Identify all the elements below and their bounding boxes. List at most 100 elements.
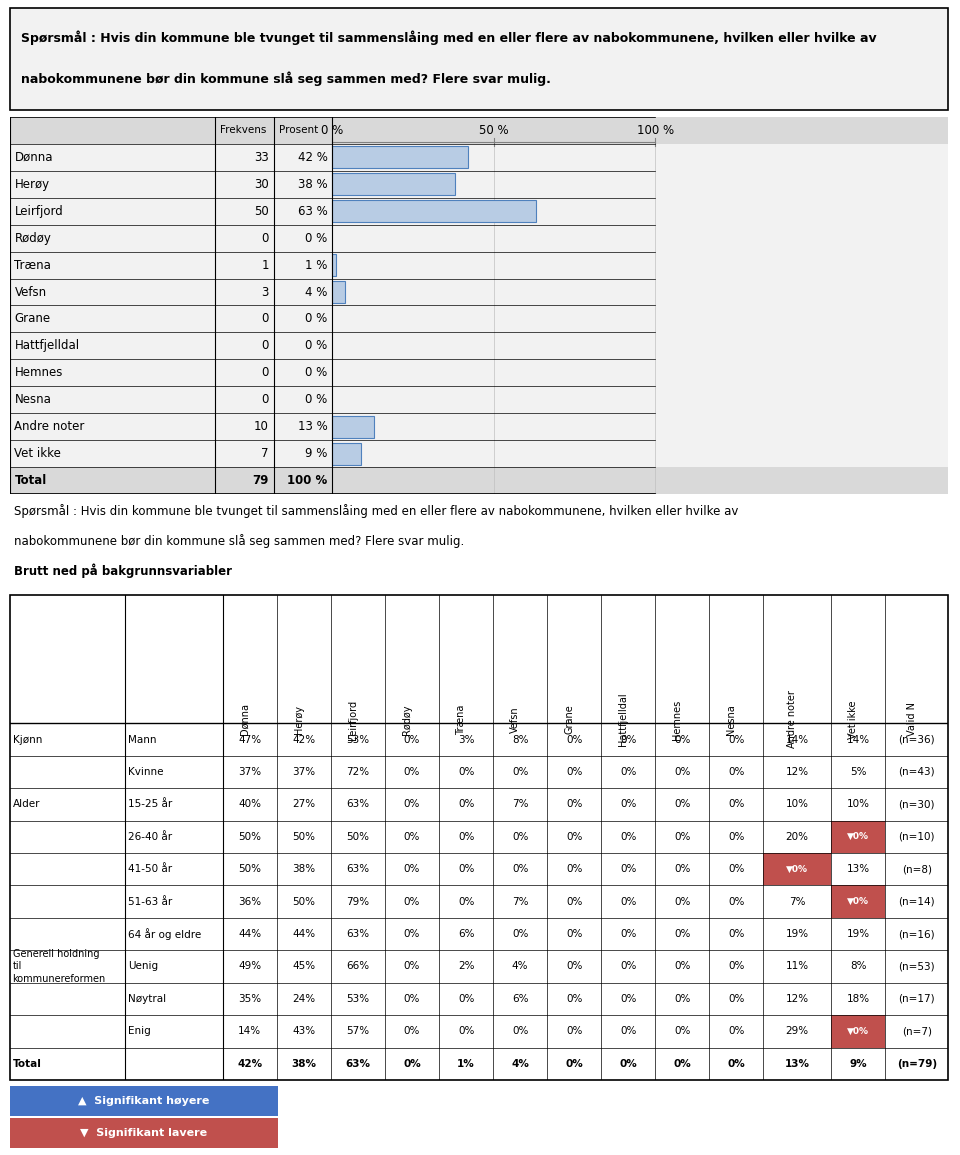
Text: Spørsmål : Hvis din kommune ble tvunget til sammenslåing med en eller flere av n: Spørsmål : Hvis din kommune ble tvunget … <box>21 30 876 45</box>
Text: Total: Total <box>14 475 47 487</box>
Text: 0%: 0% <box>404 767 420 777</box>
Text: Kjønn: Kjønn <box>12 735 42 745</box>
Text: 63%: 63% <box>346 1059 371 1068</box>
Text: Grane: Grane <box>14 313 51 326</box>
Text: 6%: 6% <box>458 929 474 939</box>
Text: 15-25 år: 15-25 år <box>128 799 172 810</box>
Text: 50%: 50% <box>238 864 261 874</box>
Text: (n=10): (n=10) <box>899 832 935 842</box>
Text: Prosent: Prosent <box>278 125 318 135</box>
Bar <box>332 147 468 167</box>
Text: 0%: 0% <box>674 929 690 939</box>
Text: 0%: 0% <box>512 929 528 939</box>
Text: 1 %: 1 % <box>305 259 327 271</box>
Text: (n=36): (n=36) <box>899 735 935 745</box>
Text: 79: 79 <box>252 475 269 487</box>
Text: 63%: 63% <box>347 864 370 874</box>
Text: 0%: 0% <box>620 735 636 745</box>
Text: Hemnes: Hemnes <box>14 366 62 380</box>
Text: 37%: 37% <box>238 767 261 777</box>
Bar <box>10 278 948 305</box>
Bar <box>10 359 948 387</box>
Text: Valid N: Valid N <box>907 702 917 737</box>
Text: 9%: 9% <box>850 1059 867 1068</box>
Text: Træna: Træna <box>14 259 52 271</box>
Text: 72%: 72% <box>347 767 370 777</box>
Text: 0: 0 <box>261 394 269 407</box>
Bar <box>10 1118 278 1148</box>
Text: 10%: 10% <box>785 799 808 810</box>
Bar <box>10 1087 278 1116</box>
Text: 57%: 57% <box>347 1027 370 1036</box>
Text: 1: 1 <box>261 259 269 271</box>
Text: 7%: 7% <box>512 799 528 810</box>
Text: ▼  Signifikant lavere: ▼ Signifikant lavere <box>81 1128 207 1138</box>
Text: 100 %: 100 % <box>636 124 674 136</box>
Text: 0%: 0% <box>674 735 690 745</box>
Text: 53%: 53% <box>347 994 370 1004</box>
Text: Alder: Alder <box>12 799 40 810</box>
Text: 35%: 35% <box>238 994 261 1004</box>
Text: ▲  Signifikant høyere: ▲ Signifikant høyere <box>79 1096 209 1106</box>
Text: 79%: 79% <box>347 896 370 907</box>
Text: Andre noter: Andre noter <box>787 691 797 748</box>
Bar <box>332 281 346 303</box>
Bar <box>831 1015 885 1048</box>
Text: 0%: 0% <box>620 994 636 1004</box>
Text: 0%: 0% <box>458 799 474 810</box>
Text: Generell holdning: Generell holdning <box>12 949 99 960</box>
Text: 42 %: 42 % <box>298 150 327 164</box>
Text: kommunereformen: kommunereformen <box>12 974 106 984</box>
Text: 0%: 0% <box>729 799 745 810</box>
Bar <box>332 254 336 276</box>
Text: 26-40 år: 26-40 år <box>128 832 172 842</box>
Text: Vefsn: Vefsn <box>14 285 47 298</box>
Text: 0: 0 <box>261 313 269 326</box>
Text: 0%: 0% <box>566 961 583 971</box>
Text: 0%: 0% <box>404 799 420 810</box>
Bar <box>10 951 948 983</box>
Text: Uenig: Uenig <box>128 961 158 971</box>
Bar <box>10 252 948 278</box>
Text: 0: 0 <box>261 366 269 380</box>
Text: 0%: 0% <box>566 896 583 907</box>
Text: 10: 10 <box>253 420 269 433</box>
Text: 0%: 0% <box>620 896 636 907</box>
Bar <box>831 820 885 854</box>
Text: 0%: 0% <box>729 994 745 1004</box>
Bar <box>10 723 948 755</box>
Text: 41-50 år: 41-50 år <box>128 864 172 874</box>
Text: 0%: 0% <box>674 1027 690 1036</box>
Bar <box>332 173 455 195</box>
Bar <box>10 387 948 413</box>
Bar <box>10 440 948 468</box>
Text: 49%: 49% <box>238 961 261 971</box>
Bar <box>10 198 948 224</box>
Text: 0%: 0% <box>566 735 583 745</box>
Text: 0%: 0% <box>729 929 745 939</box>
Text: 33: 33 <box>254 150 269 164</box>
Text: (n=30): (n=30) <box>899 799 935 810</box>
Text: 0: 0 <box>261 340 269 352</box>
Text: 0%: 0% <box>620 1027 636 1036</box>
Text: 0%: 0% <box>404 896 420 907</box>
Bar <box>10 918 948 951</box>
Bar <box>763 854 831 886</box>
Text: 0%: 0% <box>403 1059 420 1068</box>
Text: (n=14): (n=14) <box>899 896 935 907</box>
Text: 50 %: 50 % <box>479 124 509 136</box>
Text: 63 %: 63 % <box>298 204 327 217</box>
Text: Nesna: Nesna <box>727 705 736 735</box>
Text: 44%: 44% <box>238 929 261 939</box>
Text: 0%: 0% <box>404 1027 420 1036</box>
Text: 7%: 7% <box>789 896 805 907</box>
Text: (n=43): (n=43) <box>899 767 935 777</box>
Text: 40%: 40% <box>238 799 261 810</box>
Text: 0: 0 <box>261 231 269 245</box>
Text: 45%: 45% <box>293 961 316 971</box>
Text: 38%: 38% <box>293 864 316 874</box>
Text: (n=7): (n=7) <box>901 1027 932 1036</box>
Text: 12%: 12% <box>785 994 808 1004</box>
Text: Leirfjord: Leirfjord <box>348 700 358 739</box>
Text: Rødøy: Rødøy <box>14 231 52 245</box>
